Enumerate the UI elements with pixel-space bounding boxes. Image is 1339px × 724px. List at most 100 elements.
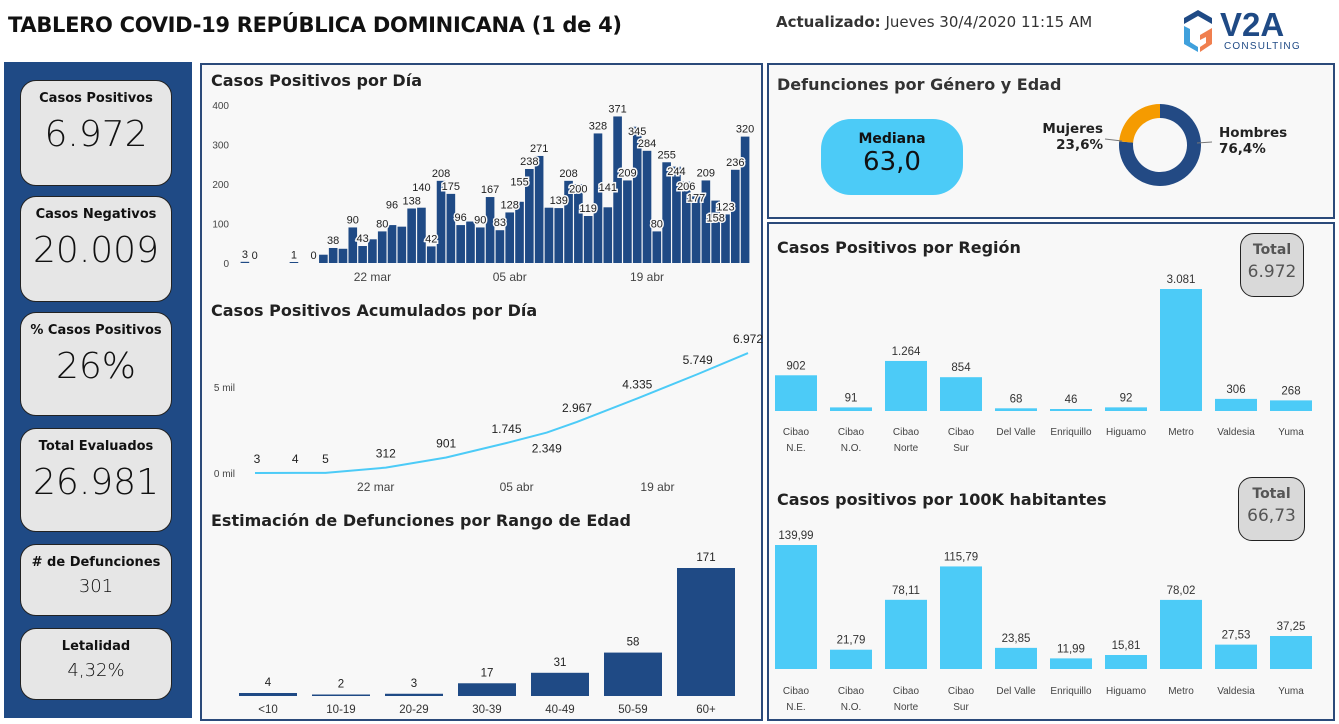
bar [436, 180, 446, 263]
logo-subtext: CONSULTING [1224, 41, 1301, 52]
x-tick-label: 22 mar [354, 270, 391, 284]
data-label: 4 [292, 452, 299, 466]
bar [426, 246, 436, 263]
updated-label: Actualizado: [776, 13, 881, 31]
x-tick-label: <10 [258, 704, 278, 716]
age-chart-title: Estimación de Defunciones por Rango de E… [211, 511, 631, 530]
y-tick-label: 200 [212, 180, 229, 191]
bar [458, 683, 516, 696]
kpi-label: % Casos Positivos [30, 323, 162, 338]
data-label: 31 [554, 657, 567, 669]
data-label: 6.972 [733, 332, 763, 346]
logo-cube-icon: V2A CONSULTING [1184, 6, 1301, 52]
cumulative-chart-title: Casos Positivos Acumulados por Día [211, 301, 538, 320]
mujeres-label: Mujeres 23,6% [1031, 121, 1103, 153]
bar [240, 261, 250, 263]
region-panel: Casos Positivos por Región Casos positiv… [767, 222, 1335, 721]
kpi-value: 20.009 [33, 230, 159, 271]
bar [377, 231, 387, 263]
kpi-casos-negativos: Casos Negativos 20.009 [20, 196, 172, 302]
bar [593, 133, 603, 263]
total-label: Total [1252, 242, 1292, 258]
bar [446, 193, 456, 263]
bar [691, 193, 701, 263]
data-label: 208 [559, 168, 577, 180]
bar [385, 693, 443, 696]
data-label: 371 [608, 103, 626, 115]
bar [531, 672, 589, 696]
cumulative-line [254, 352, 749, 474]
bar [495, 230, 505, 263]
data-label: 138 [402, 195, 420, 207]
bar [623, 180, 632, 263]
x-tick-label: 20-29 [399, 704, 428, 716]
slice-name: Mujeres [1042, 121, 1103, 137]
kpi-value: 6.972 [44, 114, 148, 155]
deaths-gender-title: Defunciones por Género y Edad [777, 75, 1062, 94]
x-tick-label: 05 abr [493, 270, 527, 284]
bar [740, 136, 750, 263]
data-label: 255 [657, 149, 675, 161]
bar [534, 155, 544, 263]
data-label: 0 [310, 250, 316, 262]
kpi-defunciones: # de Defunciones 301 [20, 544, 172, 616]
data-label: 167 [481, 184, 499, 196]
y-tick-label: 0 [223, 259, 229, 270]
data-label: 901 [436, 437, 456, 451]
y-tick-label: 5 mil [214, 383, 235, 394]
data-label: 140 [412, 182, 430, 194]
bar [328, 247, 338, 263]
data-label: 17 [481, 667, 494, 679]
data-label: 171 [696, 552, 715, 564]
data-label: 5 [322, 452, 329, 466]
total-value: 66,73 [1247, 506, 1296, 526]
bar [730, 169, 740, 263]
bar [672, 166, 681, 263]
bar [417, 207, 426, 263]
total-label: Total [1252, 486, 1291, 502]
data-label: 3 [254, 452, 261, 466]
kpi-total-evaluados: Total Evaluados 26.981 [20, 428, 172, 532]
bar [358, 246, 367, 263]
updated-value: Jueves 30/4/2020 11:15 AM [885, 13, 1093, 31]
median-label: Mediana [858, 131, 926, 147]
kpi-sidebar: Casos Positivos 6.972 Casos Negativos 20.0… [4, 62, 192, 718]
y-tick-label: 300 [212, 141, 229, 152]
x-tick-label: 19 abr [640, 480, 674, 494]
data-label: 2.967 [562, 401, 592, 415]
bar [711, 200, 720, 263]
bar [319, 254, 328, 263]
y-tick-label: 400 [212, 101, 229, 112]
bar [677, 568, 735, 696]
bar [397, 226, 407, 263]
logo-text: V2A [1220, 6, 1284, 43]
data-label: 3 [242, 249, 248, 261]
bar [239, 693, 297, 696]
bar [603, 207, 613, 263]
data-label: 83 [494, 217, 506, 229]
bar [662, 162, 671, 263]
slice-name: Hombres [1219, 125, 1288, 141]
y-tick-label: 0 mil [214, 469, 235, 480]
data-label: 96 [386, 200, 398, 212]
x-tick-label: 50-59 [618, 704, 647, 716]
daily-chart-title: Casos Positivos por Día [211, 71, 422, 90]
bar [613, 116, 622, 263]
data-label: 271 [530, 143, 548, 155]
kpi-label: Letalidad [61, 639, 131, 654]
bar [485, 197, 495, 263]
kpi-porcentaje-positivos: % Casos Positivos 26% [20, 312, 172, 416]
per100k-chart-title: Casos positivos por 100K habitantes [777, 490, 1107, 509]
bar [701, 180, 711, 263]
bar [475, 227, 485, 263]
kpi-label: Casos Positivos [39, 91, 153, 106]
kpi-label: # de Defunciones [31, 555, 161, 570]
bar [505, 212, 515, 263]
data-label: 4.335 [622, 377, 652, 391]
kpi-value: 26.981 [33, 462, 159, 503]
bar [387, 225, 397, 263]
bar [652, 231, 662, 263]
last-updated: Actualizado: Jueves 30/4/2020 11:15 AM [776, 13, 1092, 31]
data-label: 284 [638, 138, 656, 150]
data-label: 175 [442, 181, 460, 193]
